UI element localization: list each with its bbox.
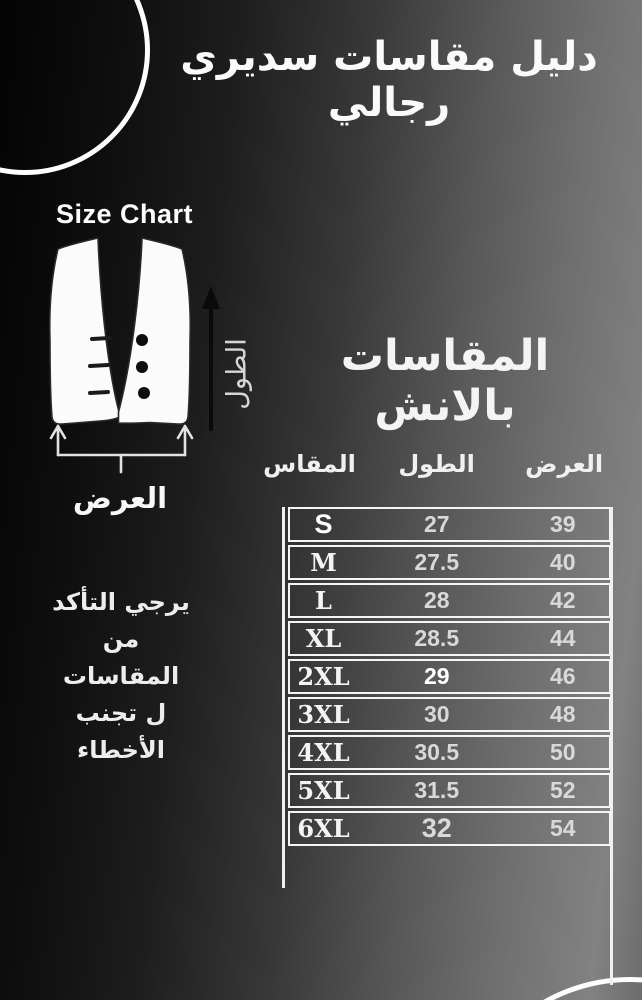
table-row: 6XL 32 54 [288,811,611,846]
width-cell: 44 [549,625,576,651]
length-cell: 28 [423,587,450,613]
note-line: يرجي التأكد [52,588,190,616]
table-right-border-line [610,507,613,985]
length-cell: 32 [421,813,452,843]
note-text: يرجي التأكد من المقاسات ل تجنب الأخطاء [28,584,214,769]
size-table-header: المقاس الطول العرض [263,450,611,478]
decorative-circle-top-left [0,0,150,175]
width-cell: 46 [549,663,576,689]
measurements-heading: المقاسات بالانش [340,331,550,431]
length-axis-label: الطول [221,338,253,410]
note-line: من [102,625,140,653]
note-line: المقاسات [62,662,180,690]
size-cell: 5XL [297,776,350,805]
width-cell: 39 [549,511,576,537]
size-cell: L [315,586,332,615]
width-cell: 52 [549,777,576,803]
decorative-circle-bottom-right [455,977,642,1000]
table-row: M 27.5 40 [288,545,611,580]
buttonhole [88,363,110,368]
size-cell: S [314,509,333,539]
width-axis-label: العرض [72,481,168,515]
size-cell: M [310,548,337,577]
size-column-header: المقاس [263,450,356,478]
length-column-header: الطول [398,450,475,478]
table-row: 5XL 31.5 52 [288,773,611,808]
size-cell: 2XL [297,662,350,691]
width-cell: 50 [549,739,576,765]
size-cell: XL [305,624,342,653]
vest-illustration-icon [48,237,192,425]
length-cell: 27.5 [414,549,460,575]
length-cell: 27 [423,511,450,537]
vest-button [136,334,148,346]
buttonhole [88,390,110,395]
size-cell: 4XL [297,738,350,767]
vest-right-panel [117,237,192,425]
size-cell: 6XL [297,814,350,843]
vest-button [138,387,150,399]
size-cell: 3XL [297,700,350,729]
table-row: 2XL 29 46 [288,659,611,694]
length-cell: 28.5 [414,625,460,651]
length-cell: 30.5 [414,739,460,765]
table-row: S 27 39 [288,507,611,542]
note-line: ل تجنب [75,699,167,727]
length-cell: 31.5 [414,777,460,803]
table-row: 4XL 30.5 50 [288,735,611,770]
width-cell: 40 [549,549,576,575]
table-left-border-line [282,507,285,888]
size-table-body: S 27 39 M 27.5 40 L 28 42 XL 28.5 44 2XL… [288,507,611,849]
page-title: دليل مقاسات سديري رجالي [180,34,598,126]
width-cell: 48 [549,701,576,727]
width-cell: 54 [549,815,576,841]
table-row: L 28 42 [288,583,611,618]
width-cell: 42 [549,587,576,613]
width-column-header: العرض [525,450,604,478]
length-cell: 29 [423,663,450,689]
note-line: الأخطاء [76,736,166,764]
length-cell: 30 [423,701,450,727]
buttonhole [90,336,112,341]
table-row: XL 28.5 44 [288,621,611,656]
vest-button [136,361,148,373]
table-row: 3XL 30 48 [288,697,611,732]
width-bracket-icon [49,424,194,474]
length-arrow-icon [202,286,220,431]
size-chart-heading: Size Chart [56,199,194,229]
vest-left-panel [48,237,120,425]
